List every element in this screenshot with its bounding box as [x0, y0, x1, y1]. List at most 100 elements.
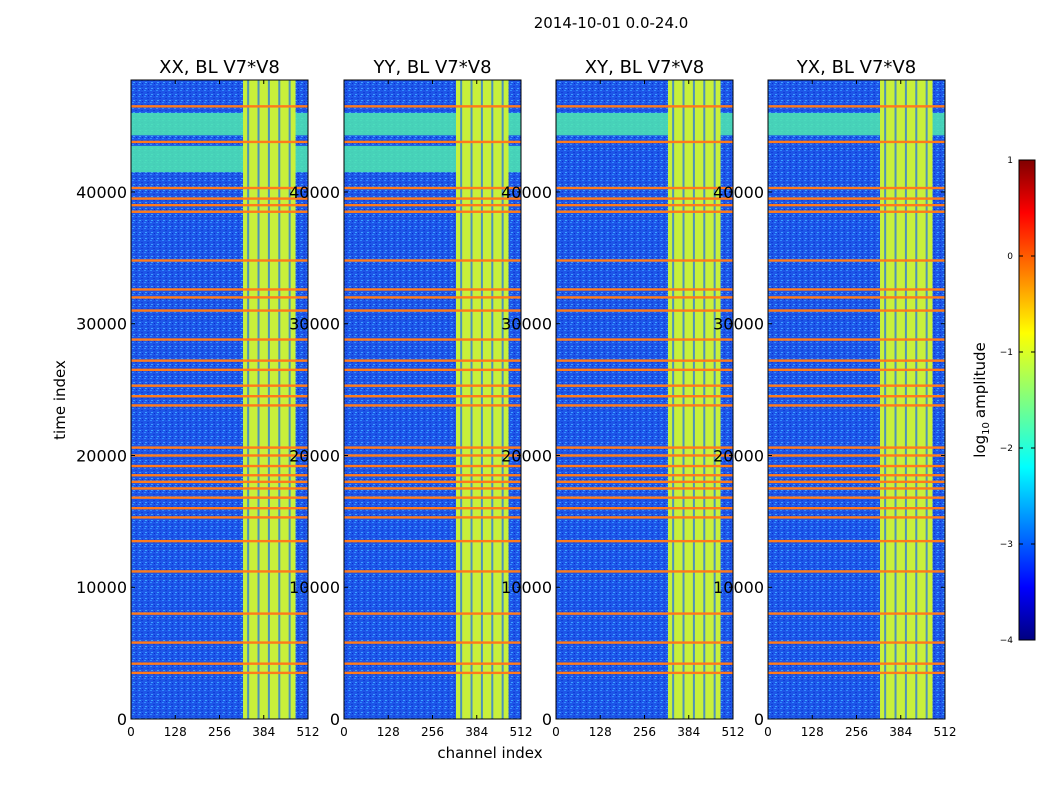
colorbar: 10−1−2−3−4 log10amplitude — [971, 156, 1036, 646]
flagged-time-row — [131, 288, 308, 291]
flagged-time-row — [344, 140, 521, 144]
flagged-time-row — [131, 197, 308, 200]
flagged-time-row — [344, 384, 521, 387]
flagged-time-row — [131, 612, 308, 615]
flagged-time-row — [768, 446, 945, 449]
flagged-time-row — [556, 359, 733, 362]
flagged-time-row — [768, 368, 945, 372]
heatmap-channel-gap — [672, 80, 675, 719]
flagged-time-row — [131, 662, 308, 665]
colorbar-tick-label: −4 — [1000, 636, 1014, 646]
panel-title: XY, BL V7*V8 — [585, 57, 704, 78]
flagged-time-row — [768, 506, 945, 510]
x-tick-label: 0 — [552, 725, 560, 739]
x-tick-label: 128 — [801, 725, 824, 739]
heatmap-channel-gap — [470, 80, 473, 719]
heatmap-channel-gap — [894, 80, 897, 719]
heatmap-channel-gap — [278, 80, 281, 719]
flagged-time-row — [131, 309, 308, 312]
flagged-time-row — [131, 105, 308, 108]
flagged-time-row — [768, 671, 945, 675]
flagged-time-row — [556, 480, 733, 484]
y-tick-label: 40000 — [289, 183, 340, 202]
y-tick-label: 40000 — [76, 183, 127, 202]
flagged-time-row — [556, 404, 733, 407]
flagged-time-row — [344, 474, 521, 477]
flagged-time-row — [768, 359, 945, 362]
heatmap-channel-gap — [491, 80, 494, 719]
heatmap-channel-gap — [915, 80, 918, 719]
flagged-time-row — [556, 464, 733, 468]
flagged-time-row — [556, 197, 733, 200]
heatmap-channel-gap — [904, 80, 907, 719]
flagged-time-row — [344, 359, 521, 362]
y-tick-label: 10000 — [289, 578, 340, 597]
flagged-time-row — [344, 259, 521, 262]
x-tick-label: 0 — [127, 725, 135, 739]
x-tick-label: 512 — [510, 725, 533, 739]
flagged-time-row — [556, 105, 733, 108]
y-tick-label: 20000 — [289, 446, 340, 465]
x-tick-label: 384 — [252, 725, 275, 739]
x-tick-label: 384 — [677, 725, 700, 739]
flagged-time-row — [556, 395, 733, 398]
heatmap-channel-gap — [703, 80, 706, 719]
flagged-time-row — [768, 288, 945, 291]
flagged-time-row — [768, 641, 945, 644]
flagged-time-row — [344, 464, 521, 468]
flagged-time-row — [131, 210, 308, 213]
heatmap-channel-gap — [501, 80, 504, 719]
flagged-time-row — [344, 454, 521, 457]
flagged-time-row — [768, 259, 945, 262]
flagged-time-row — [768, 338, 945, 341]
flagged-time-row — [344, 404, 521, 407]
flagged-time-row — [131, 140, 308, 144]
flagged-time-row — [556, 384, 733, 387]
flagged-time-row — [556, 496, 733, 499]
flagged-time-row — [556, 259, 733, 262]
flagged-time-row — [556, 506, 733, 510]
flagged-time-row — [768, 480, 945, 484]
flagged-time-row — [556, 454, 733, 457]
heatmap-channel-gap — [682, 80, 685, 719]
heatmap-channel-gap — [925, 80, 928, 719]
flagged-time-row — [344, 496, 521, 499]
heatmap-channel-gap — [884, 80, 887, 719]
flagged-time-row — [768, 662, 945, 665]
y-tick-label: 0 — [542, 710, 552, 729]
colorbar-tick-label: −1 — [1000, 348, 1013, 358]
flagged-time-row — [556, 612, 733, 615]
flagged-time-row — [556, 368, 733, 372]
colorbar-label-sub: 10 — [981, 422, 992, 435]
flagged-time-row — [131, 516, 308, 519]
y-tick-label: 10000 — [713, 578, 764, 597]
flagged-time-row — [768, 487, 945, 490]
flagged-time-row — [131, 259, 308, 262]
x-tick-label: 256 — [421, 725, 444, 739]
flagged-time-row — [344, 296, 521, 299]
flagged-time-row — [344, 516, 521, 519]
y-tick-label: 40000 — [713, 183, 764, 202]
heatmap-channel-gap — [692, 80, 695, 719]
colorbar-tick-label: −2 — [1000, 444, 1013, 454]
flagged-time-row — [344, 210, 521, 213]
x-tick-label: 128 — [589, 725, 612, 739]
flagged-time-row — [556, 210, 733, 213]
x-tick-label: 0 — [764, 725, 772, 739]
x-axis-label: channel index — [437, 744, 542, 762]
flagged-time-row — [131, 480, 308, 484]
panel-1: YY, BL V7*V8 0 128 256 384 512 0 10000 20000 3000… — [289, 57, 532, 739]
flagged-time-row — [768, 309, 945, 312]
colorbar-label: log10 amplitude — [971, 342, 992, 457]
flagged-time-row — [768, 395, 945, 398]
flagged-time-row — [556, 474, 733, 477]
flagged-time-row — [131, 186, 308, 190]
colorbar-label-log: log — [971, 435, 989, 458]
flagged-time-row — [344, 368, 521, 372]
flagged-time-row — [344, 539, 521, 543]
heatmap-channel-gap — [267, 80, 270, 719]
y-tick-label: 30000 — [501, 315, 552, 334]
flagged-time-row — [131, 446, 308, 449]
flagged-time-row — [556, 487, 733, 490]
